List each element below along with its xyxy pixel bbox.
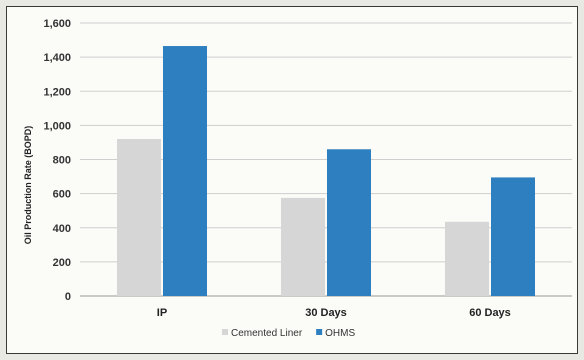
bar-cemented-liner-60-days [445,221,489,296]
legend: Cemented Liner OHMS [222,328,355,339]
y-tick-label: 0 [65,291,71,303]
y-tick-label: 400 [53,223,71,235]
y-tick-label: 1,400 [43,52,71,64]
legend-label: Cemented Liner [231,328,303,339]
bars [117,46,535,296]
legend-swatch [222,329,228,335]
y-axis-title: Oil Production Rate (BOPD) [23,126,33,245]
x-category-label: 30 Days [305,307,347,319]
bar-cemented-liner-30-days [281,197,325,296]
y-tick-label: 600 [53,189,71,201]
y-tick-label: 1,600 [43,18,71,30]
y-tick-label: 1,200 [43,86,71,98]
bar-ohms-ip [163,46,207,296]
bar-ohms-30-days [327,149,371,296]
y-axis-ticks: 0 200 400 600 800 1,000 1,200 1,400 1,600 [43,18,71,303]
x-category-label: 60 Days [469,307,511,319]
bar-ohms-60-days [491,177,535,296]
y-tick-label: 1,000 [43,120,71,132]
y-tick-label: 800 [53,155,71,167]
gridlines [80,22,572,297]
x-category-label: IP [157,307,167,319]
y-tick-label: 200 [53,257,71,269]
x-axis-categories: IP 30 Days 60 Days [157,307,511,319]
legend-swatch [316,329,323,335]
bar-cemented-liner-ip [117,139,161,296]
legend-label: OHMS [325,328,355,339]
